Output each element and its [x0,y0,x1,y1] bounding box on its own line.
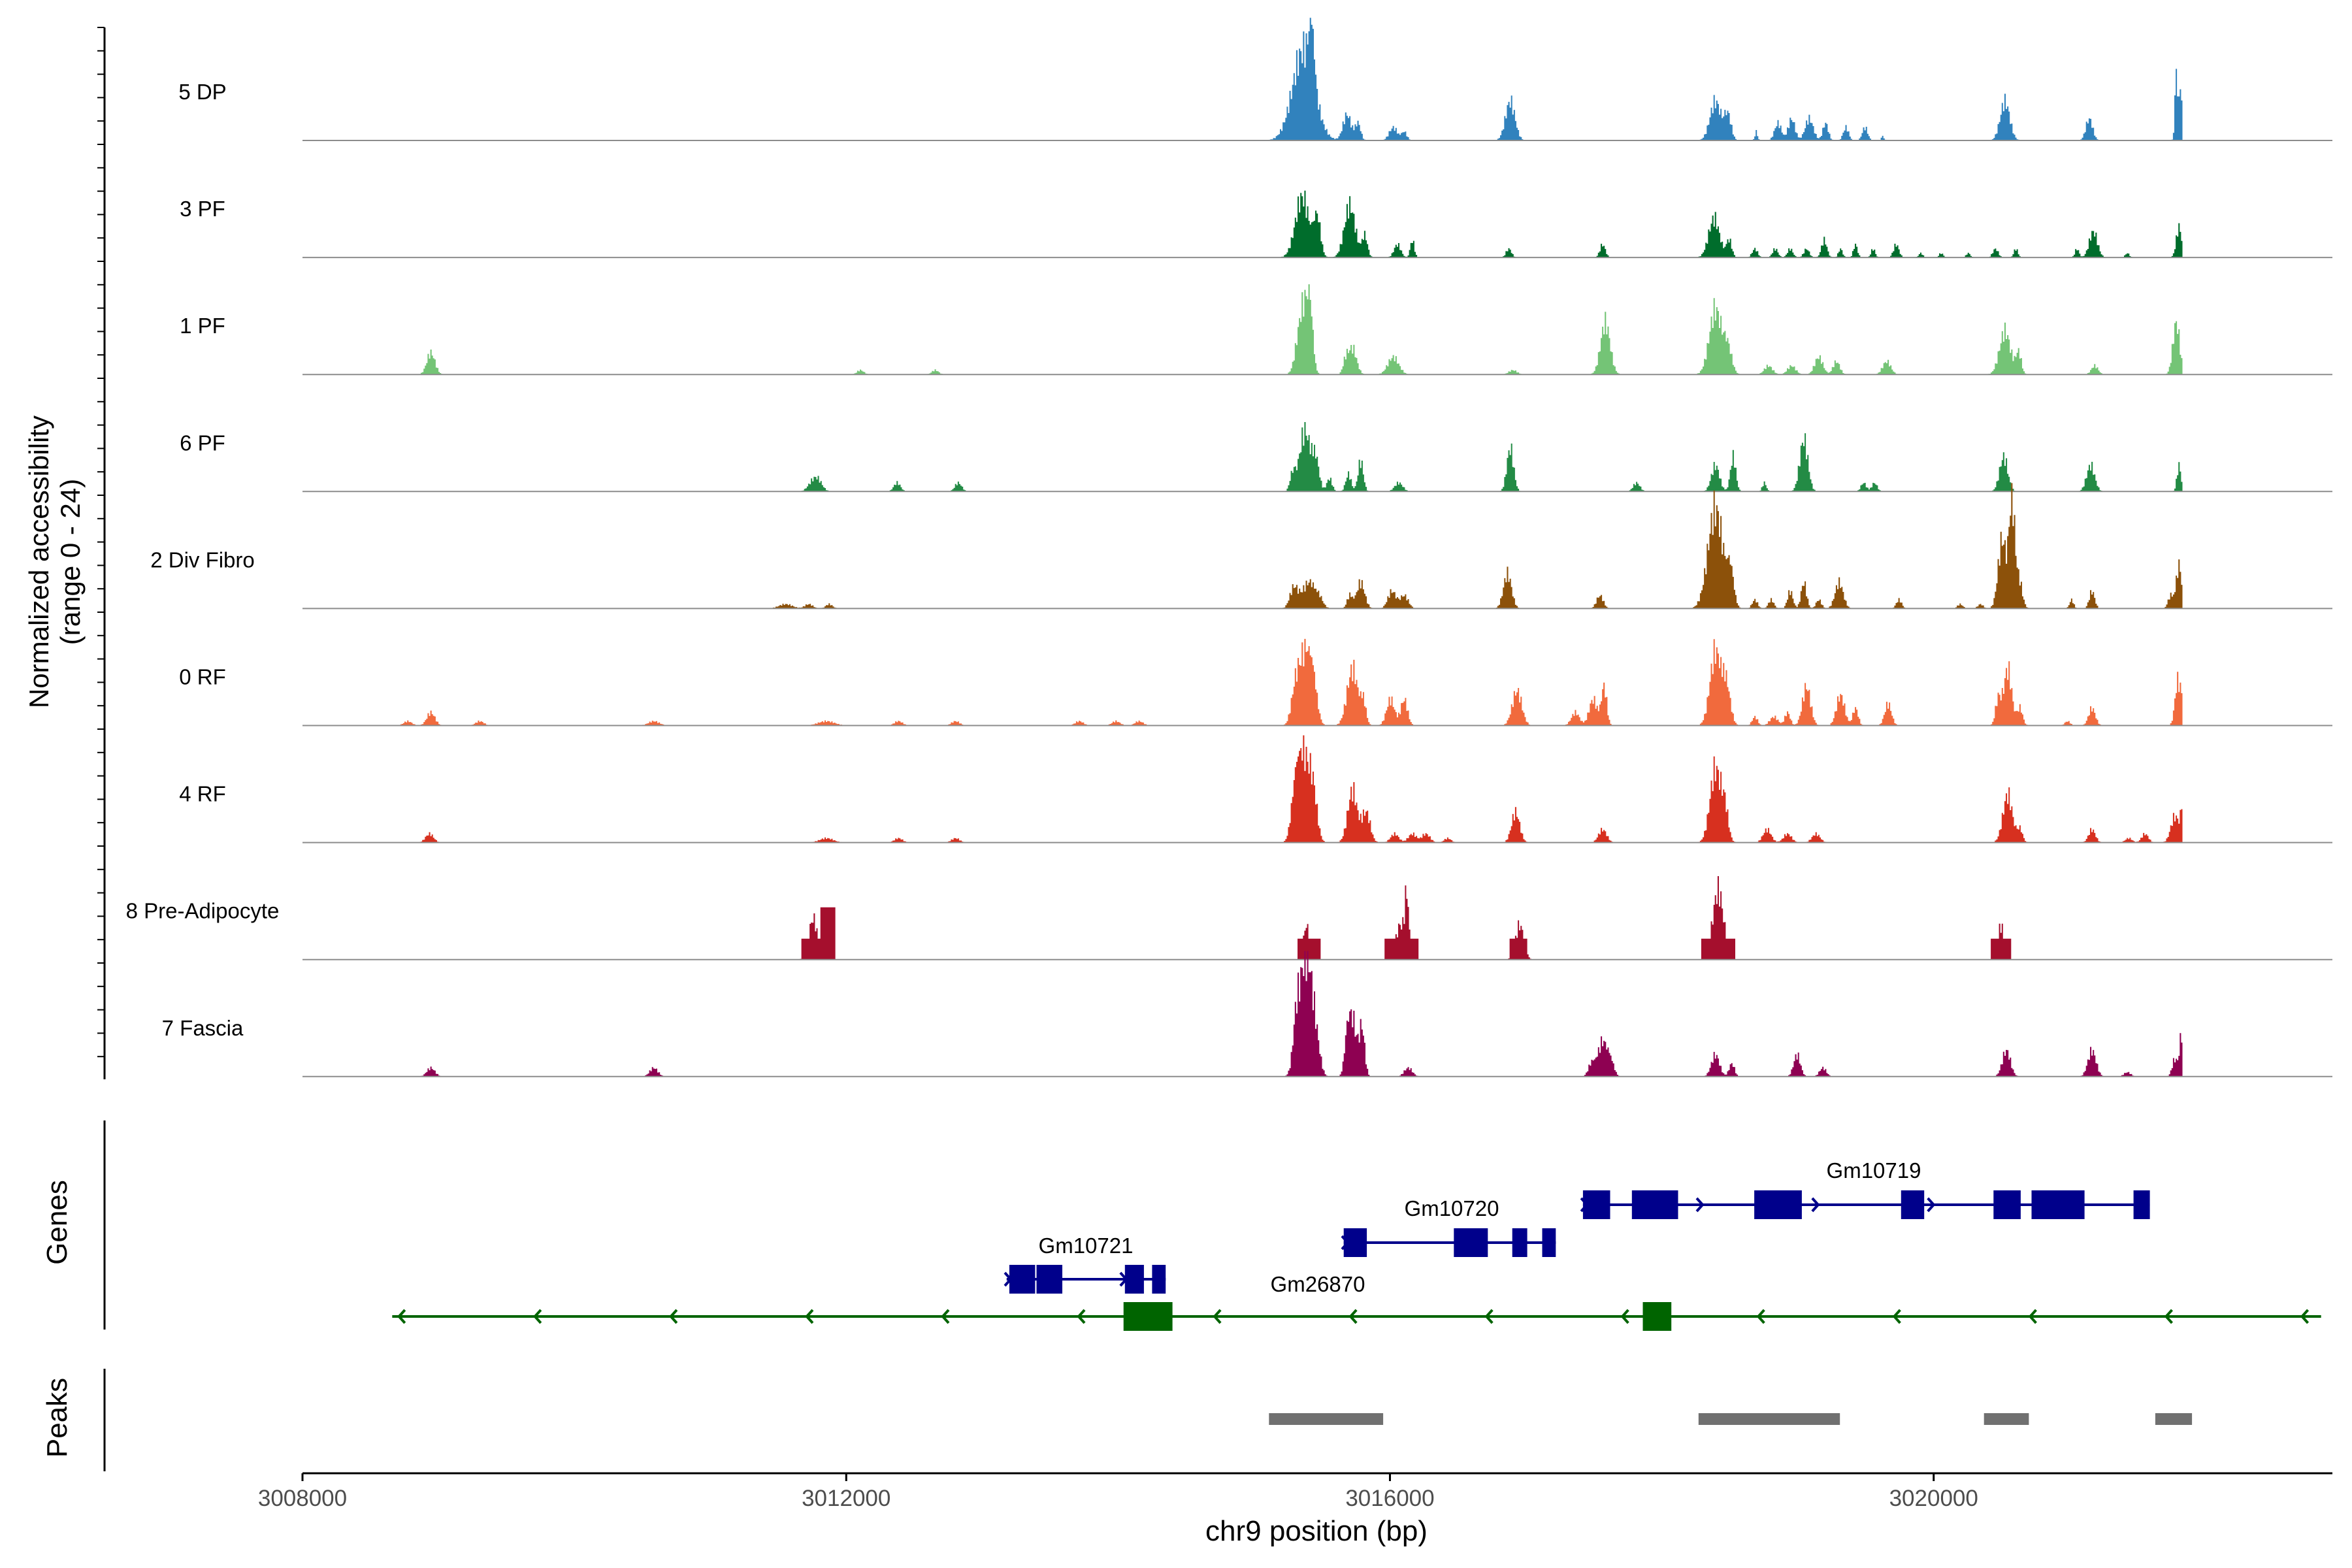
strand-arrow [2164,1309,2173,1324]
track-label: 1 PF [180,314,225,338]
x-tick-label: 3008000 [258,1486,347,1511]
track-label: 7 Fascia [162,1016,244,1040]
strand-arrow [1484,1309,1494,1324]
gene-exon [1152,1265,1166,1294]
gene-exon [1512,1228,1527,1257]
genes-panel: Gm10721 Gm10720 Gm10719 Gm26870 [103,1120,2321,1331]
strand-arrow [2300,1309,2310,1324]
strand-arrow [397,1309,406,1324]
coverage-area [370,422,2183,492]
y-axis-title: Normalized accessibility [24,416,54,708]
peak-region [2155,1413,2193,1425]
gene-label: Gm10720 [1405,1196,1499,1220]
gene-exon [1642,1302,1672,1331]
peak-region [1698,1413,1840,1425]
track-label: 8 Pre-Adipocyte [126,899,280,923]
track-2-div-fibro: 2 Div Fibro [150,483,2332,610]
gene-label: Gm10719 [1827,1158,1921,1183]
peak-region [1984,1413,2029,1425]
track-1-pf: 1 PF [180,284,2332,376]
track-label: 4 RF [179,782,226,806]
gene-exon [1631,1190,1678,1219]
strand-arrow [533,1309,542,1324]
coverage-tracks: 5 DP 3 PF 1 PF 6 PF 2 Div Fibro 0 RF 4 RF 8 Pre… [97,18,2332,1079]
coverage-area [370,638,2183,726]
track-label: 6 PF [180,431,225,455]
coverage-area [370,18,2183,141]
track-label: 3 PF [180,197,225,221]
gene-exon [1343,1228,1367,1257]
strand-arrow [1695,1197,1705,1213]
gene-exon [1542,1228,1556,1257]
strand-arrow [2028,1309,2037,1324]
strand-arrow [1756,1309,1765,1324]
coverage-area [370,284,2183,375]
gene-exon [1454,1228,1488,1257]
track-7-fascia: 7 Fascia [162,951,2332,1077]
strand-arrow [1213,1309,1222,1324]
track-4-rf: 4 RF [179,735,2332,843]
track-6-pf: 6 PF [180,422,2332,493]
strand-arrow [941,1309,950,1324]
y-axis-range-label: (range 0 - 24) [55,479,86,645]
track-3-pf: 3 PF [180,190,2332,259]
strand-arrow [1620,1309,1629,1324]
gene-exon [1009,1265,1036,1294]
gene-gm10720: Gm10720 [1341,1196,1556,1257]
coverage-area [370,876,2183,960]
gene-gm10721: Gm10721 [1004,1233,1166,1294]
strand-arrow [1892,1309,1901,1324]
track-0-rf: 0 RF [179,638,2332,727]
gene-exon [1754,1190,1802,1219]
x-axis-title: chr9 position (bp) [1205,1515,1428,1547]
gene-exon [1036,1265,1062,1294]
strand-arrow [1077,1309,1086,1324]
peaks-panel [103,1369,2193,1471]
gene-label: Gm26870 [1271,1272,1365,1296]
track-5-dp: 5 DP [178,18,2332,141]
gene-exon [1901,1190,1925,1219]
gene-exon [1123,1302,1173,1331]
coverage-area [370,483,2183,609]
x-tick-label: 3020000 [1889,1486,1978,1511]
track-label: 0 RF [179,665,226,689]
x-tick-label: 3012000 [802,1486,890,1511]
strand-arrow [669,1309,678,1324]
gene-exon [1582,1190,1610,1219]
peak-region [1269,1413,1384,1425]
strand-arrow [805,1309,814,1324]
track-label: 2 Div Fibro [150,547,255,572]
gene-exon [2133,1190,2150,1219]
gene-exon [1124,1265,1144,1294]
coverage-area [370,735,2183,843]
gene-label: Gm10721 [1039,1233,1134,1258]
strand-arrow [1348,1309,1358,1324]
track-8-pre-adipocyte: 8 Pre-Adipocyte [126,876,2332,960]
gene-gm10719: Gm10719 [1580,1158,2150,1219]
strand-arrow [1927,1197,1936,1213]
peaks-panel-title: Peaks [41,1378,73,1458]
y-axis-line [97,27,106,1079]
genes-panel-title: Genes [41,1180,73,1265]
gene-exon [2031,1190,2085,1219]
x-tick-label: 3016000 [1345,1486,1434,1511]
x-axis: 3008000 3012000 3016000 3020000 [258,1472,2332,1511]
track-label: 5 DP [178,80,226,104]
gene-exon [1993,1190,2021,1219]
gene-gm26870: Gm26870 [392,1272,2321,1331]
strand-arrow [1811,1197,1820,1213]
